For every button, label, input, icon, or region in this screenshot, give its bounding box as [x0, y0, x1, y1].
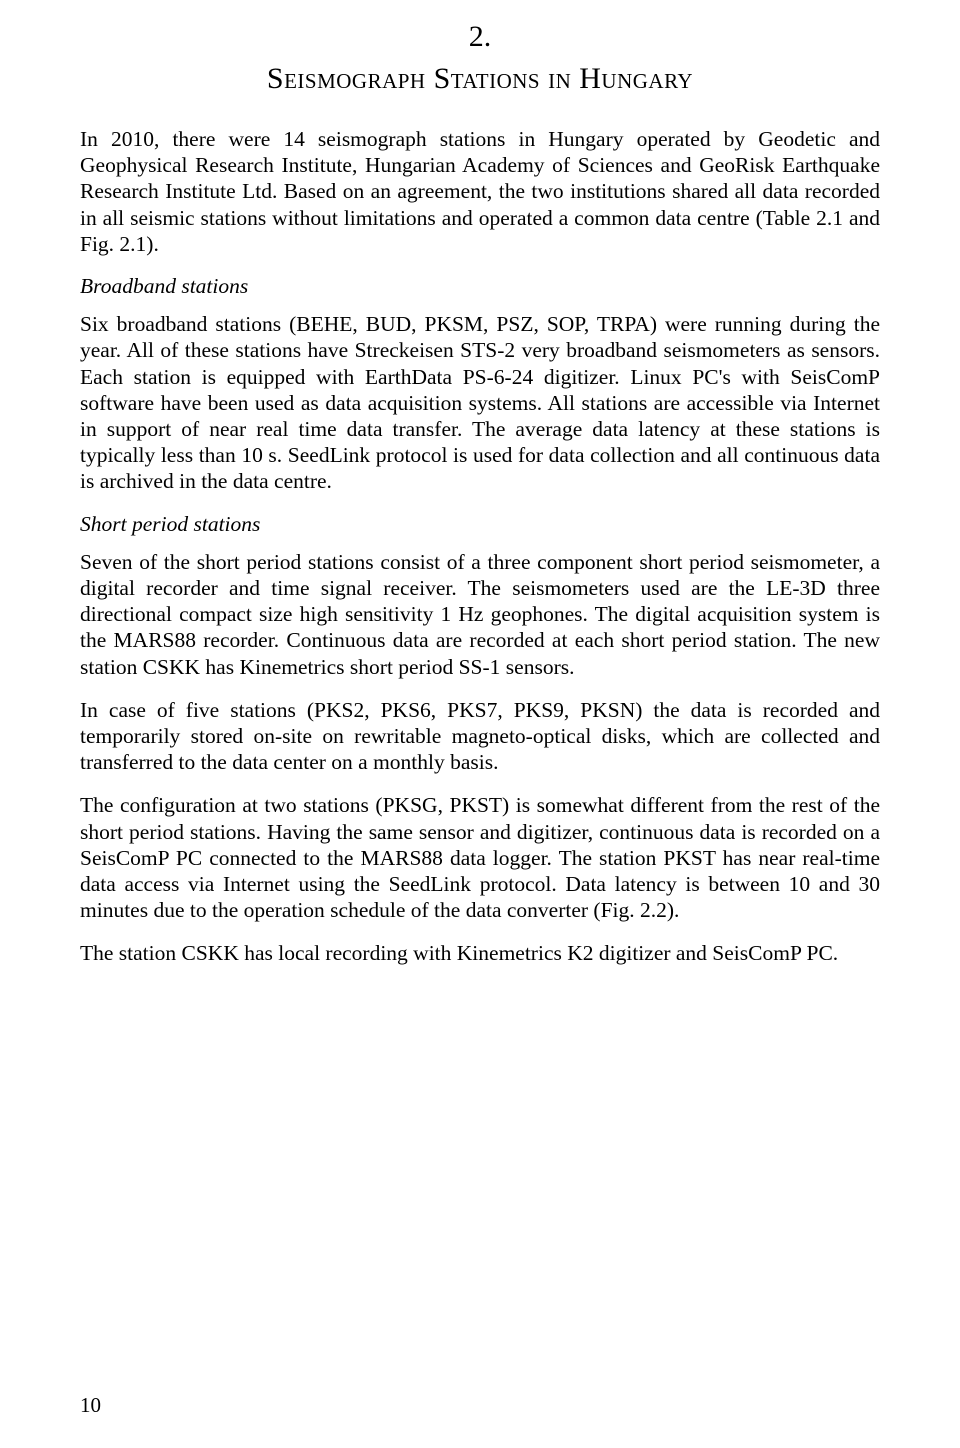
broadband-heading: Broadband stations — [80, 274, 880, 299]
page-container: 2. Seismograph Stations in Hungary In 20… — [0, 0, 960, 1448]
intro-paragraph: In 2010, there were 14 seismograph stati… — [80, 126, 880, 257]
shortperiod-paragraph-2: In case of five stations (PKS2, PKS6, PK… — [80, 697, 880, 776]
shortperiod-paragraph-4: The station CSKK has local recording wit… — [80, 940, 880, 966]
shortperiod-heading: Short period stations — [80, 512, 880, 537]
chapter-number: 2. — [80, 20, 880, 54]
broadband-paragraph-1: Six broadband stations (BEHE, BUD, PKSM,… — [80, 311, 880, 495]
chapter-title: Seismograph Stations in Hungary — [80, 62, 880, 96]
page-number: 10 — [80, 1393, 101, 1418]
shortperiod-paragraph-1: Seven of the short period stations consi… — [80, 549, 880, 680]
shortperiod-paragraph-3: The configuration at two stations (PKSG,… — [80, 792, 880, 923]
